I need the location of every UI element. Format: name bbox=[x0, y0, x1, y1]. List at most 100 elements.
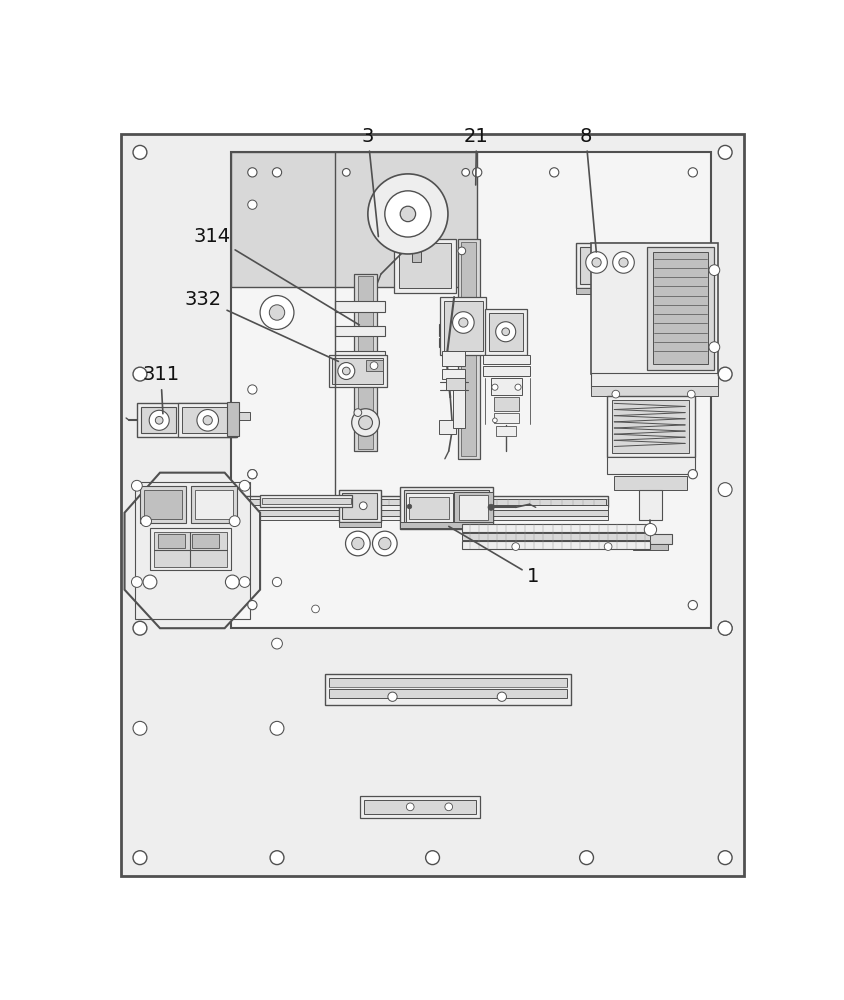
Bar bbox=[191, 486, 237, 523]
Bar bbox=[633, 544, 668, 550]
Bar bbox=[230, 516, 609, 520]
Text: 21: 21 bbox=[464, 127, 489, 185]
Bar bbox=[484, 366, 529, 376]
Circle shape bbox=[515, 384, 521, 390]
Bar bbox=[235, 412, 250, 420]
Bar bbox=[360, 796, 479, 818]
Bar bbox=[652, 252, 708, 364]
Circle shape bbox=[248, 470, 257, 479]
Circle shape bbox=[687, 390, 695, 398]
Circle shape bbox=[493, 418, 497, 423]
Bar bbox=[335, 301, 385, 312]
Bar bbox=[192, 534, 219, 548]
Bar bbox=[262, 498, 351, 504]
Bar bbox=[441, 297, 486, 355]
Bar bbox=[150, 528, 230, 570]
Circle shape bbox=[462, 169, 469, 176]
Circle shape bbox=[270, 851, 284, 865]
Bar bbox=[154, 532, 227, 567]
Bar bbox=[333, 358, 382, 384]
Circle shape bbox=[270, 721, 284, 735]
Circle shape bbox=[359, 416, 372, 430]
Circle shape bbox=[473, 168, 482, 177]
Text: 332: 332 bbox=[185, 290, 338, 361]
Bar bbox=[444, 301, 483, 351]
Bar bbox=[412, 247, 421, 262]
Bar bbox=[607, 396, 695, 457]
Bar bbox=[612, 400, 689, 453]
Circle shape bbox=[492, 384, 498, 390]
Bar bbox=[459, 495, 488, 520]
Bar bbox=[230, 505, 609, 510]
Circle shape bbox=[425, 851, 440, 865]
Circle shape bbox=[718, 367, 732, 381]
Bar bbox=[581, 247, 641, 284]
Bar bbox=[358, 276, 373, 449]
Circle shape bbox=[688, 470, 697, 479]
Bar bbox=[496, 426, 517, 436]
Circle shape bbox=[619, 258, 628, 267]
Bar bbox=[227, 402, 239, 436]
Circle shape bbox=[613, 252, 635, 273]
Circle shape bbox=[497, 692, 506, 701]
Circle shape bbox=[248, 200, 257, 209]
Bar bbox=[576, 288, 645, 294]
Circle shape bbox=[718, 621, 732, 635]
Circle shape bbox=[718, 145, 732, 159]
Circle shape bbox=[688, 600, 697, 610]
Circle shape bbox=[225, 575, 240, 589]
Circle shape bbox=[379, 537, 391, 550]
Circle shape bbox=[132, 480, 143, 491]
Circle shape bbox=[612, 390, 619, 398]
Bar bbox=[400, 522, 493, 528]
Circle shape bbox=[248, 600, 257, 610]
Bar bbox=[142, 407, 176, 433]
Bar bbox=[338, 522, 381, 527]
Bar bbox=[338, 490, 381, 522]
Circle shape bbox=[273, 577, 282, 587]
Text: 8: 8 bbox=[580, 127, 597, 252]
Circle shape bbox=[452, 312, 474, 333]
Circle shape bbox=[272, 638, 283, 649]
Bar bbox=[233, 499, 606, 505]
Bar bbox=[230, 496, 609, 507]
Bar bbox=[639, 490, 662, 520]
Bar bbox=[230, 152, 711, 628]
Circle shape bbox=[586, 252, 608, 273]
Circle shape bbox=[407, 504, 412, 509]
Bar bbox=[260, 495, 353, 507]
Bar bbox=[343, 493, 377, 519]
Circle shape bbox=[149, 410, 169, 430]
Circle shape bbox=[248, 385, 257, 394]
Circle shape bbox=[197, 410, 219, 431]
Bar bbox=[335, 351, 385, 360]
Circle shape bbox=[345, 531, 371, 556]
Circle shape bbox=[388, 692, 398, 701]
Circle shape bbox=[718, 851, 732, 865]
Circle shape bbox=[360, 502, 367, 510]
Bar bbox=[494, 397, 519, 411]
Text: 1: 1 bbox=[449, 526, 539, 586]
Bar bbox=[182, 407, 232, 433]
Circle shape bbox=[644, 523, 657, 536]
Circle shape bbox=[709, 342, 720, 353]
Bar bbox=[230, 152, 477, 287]
Circle shape bbox=[269, 305, 284, 320]
Circle shape bbox=[488, 504, 494, 510]
Bar bbox=[328, 678, 567, 687]
Circle shape bbox=[580, 851, 593, 865]
Circle shape bbox=[406, 803, 414, 811]
Circle shape bbox=[352, 409, 380, 436]
Bar bbox=[441, 351, 465, 366]
Bar bbox=[140, 486, 187, 523]
Bar bbox=[409, 497, 450, 519]
Circle shape bbox=[133, 621, 147, 635]
Circle shape bbox=[132, 577, 143, 587]
Circle shape bbox=[445, 803, 452, 811]
Polygon shape bbox=[125, 473, 260, 628]
Circle shape bbox=[133, 721, 147, 735]
Circle shape bbox=[248, 168, 257, 177]
Bar bbox=[591, 243, 718, 374]
Bar bbox=[325, 674, 571, 705]
Circle shape bbox=[155, 416, 163, 424]
